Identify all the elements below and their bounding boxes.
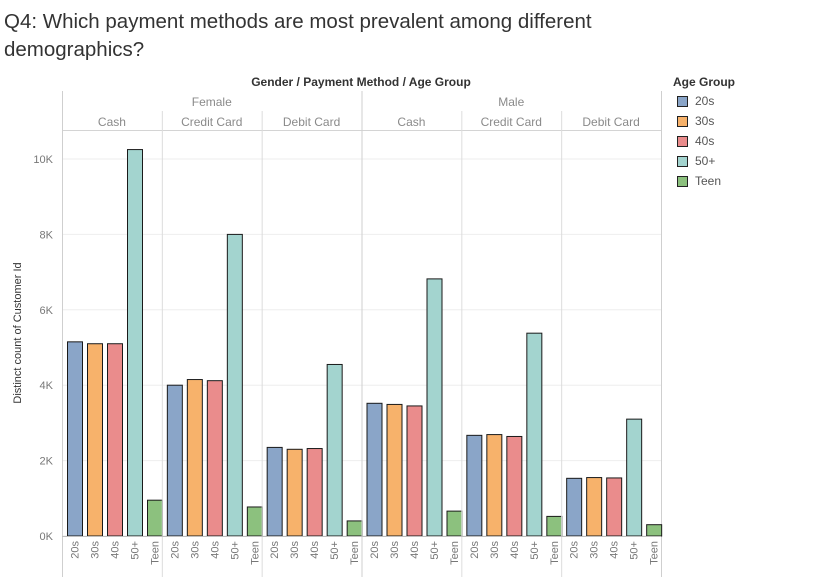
legend-swatch xyxy=(677,95,688,107)
legend-label: 40s xyxy=(695,134,715,148)
x-tick-label: 30s xyxy=(389,541,401,559)
bar-female-debit-card-30s xyxy=(286,448,303,537)
x-tick-label: Teen xyxy=(249,541,261,565)
x-tick-label: 30s xyxy=(489,541,501,559)
bar-female-cash-20s xyxy=(67,341,83,537)
bar-female-cash-50plus xyxy=(127,149,143,537)
legend-title: Age Group xyxy=(673,75,735,89)
legend-item-teen[interactable]: Teen xyxy=(677,173,721,189)
x-tick-label: 30s xyxy=(90,541,102,559)
legend-swatch xyxy=(677,115,688,127)
y-axis-label: Distinct count of Customer Id xyxy=(12,262,24,403)
bar-female-cash-30s xyxy=(87,343,103,537)
method-header: Debit Card xyxy=(283,115,340,129)
x-tick-label: 20s xyxy=(369,541,381,559)
bar-male-cash-teen xyxy=(446,510,463,537)
legend-label: 50+ xyxy=(695,154,716,168)
bar-female-debit-card-50plus xyxy=(326,363,343,537)
method-header: Credit Card xyxy=(181,115,242,129)
x-tick-label: 40s xyxy=(609,541,621,559)
legend-swatch xyxy=(677,135,688,147)
legend-item-30s[interactable]: 30s xyxy=(677,113,714,129)
gender-header: Male xyxy=(498,95,524,109)
bar-female-credit-card-20s xyxy=(166,384,183,537)
y-tick-label: 6K xyxy=(40,305,54,317)
legend-item-40s[interactable]: 40s xyxy=(677,133,714,149)
bar-male-cash-20s xyxy=(366,402,383,537)
y-tick-label: 8K xyxy=(40,229,54,241)
x-tick-label: 20s xyxy=(469,541,481,559)
bar-female-credit-card-30s xyxy=(186,379,203,537)
x-tick-label: 20s xyxy=(70,541,82,559)
y-tick-label: 0K xyxy=(40,531,54,543)
bar-male-debit-card-teen xyxy=(646,524,663,537)
bar-female-credit-card-teen xyxy=(246,506,263,537)
x-tick-label: 40s xyxy=(409,541,421,559)
legend-label: 20s xyxy=(695,94,715,108)
x-tick-label: Teen xyxy=(150,541,162,565)
y-tick-label: 2K xyxy=(40,456,54,468)
x-tick-label: Teen xyxy=(449,541,461,565)
x-tick-label: Teen xyxy=(649,541,661,565)
bar-female-credit-card-40s xyxy=(206,380,223,537)
bar-female-debit-card-40s xyxy=(306,448,323,537)
x-tick-label: 20s xyxy=(569,541,581,559)
legend-label: 30s xyxy=(695,114,715,128)
x-tick-label: 30s xyxy=(289,541,301,559)
bar-male-credit-card-30s xyxy=(486,434,503,537)
method-header: Credit Card xyxy=(481,115,542,129)
method-header: Cash xyxy=(397,115,425,129)
x-tick-label: Teen xyxy=(349,541,361,565)
bar-male-cash-50plus xyxy=(426,278,443,537)
method-header: Debit Card xyxy=(582,115,639,129)
x-tick-label: 20s xyxy=(169,541,181,559)
x-tick-label: 50+ xyxy=(529,541,541,560)
bar-female-debit-card-teen xyxy=(346,520,363,537)
legend-swatch xyxy=(677,155,688,167)
legend-item-50plus[interactable]: 50+ xyxy=(677,153,715,169)
y-tick-label: 10K xyxy=(33,154,53,166)
column-header: Gender / Payment Method / Age Group xyxy=(251,75,471,89)
x-tick-label: 40s xyxy=(509,541,521,559)
x-tick-label: 50+ xyxy=(229,541,241,560)
bar-male-credit-card-50plus xyxy=(526,332,543,537)
bar-male-debit-card-20s xyxy=(566,477,583,537)
bar-male-cash-30s xyxy=(386,403,403,537)
legend-item-20s[interactable]: 20s xyxy=(677,93,714,109)
x-tick-label: 40s xyxy=(209,541,221,559)
bar-female-credit-card-50plus xyxy=(226,233,243,537)
x-tick-label: 50+ xyxy=(629,541,641,560)
gender-header: Female xyxy=(192,95,232,109)
x-tick-label: 40s xyxy=(309,541,321,559)
x-tick-label: 20s xyxy=(269,541,281,559)
bar-male-credit-card-20s xyxy=(466,434,483,537)
legend-swatch xyxy=(677,175,688,187)
bar-male-credit-card-teen xyxy=(546,515,563,537)
x-tick-label: 50+ xyxy=(329,541,341,560)
bar-male-cash-40s xyxy=(406,405,423,537)
bar-female-cash-teen xyxy=(147,499,163,537)
x-tick-label: 30s xyxy=(189,541,201,559)
bar-male-debit-card-30s xyxy=(586,477,603,537)
x-tick-label: 30s xyxy=(589,541,601,559)
x-tick-label: 50+ xyxy=(429,541,441,560)
bar-male-debit-card-40s xyxy=(606,477,623,537)
bar-male-credit-card-40s xyxy=(506,435,523,537)
bar-male-debit-card-50plus xyxy=(626,418,643,537)
page-title: Q4: Which payment methods are most preva… xyxy=(4,10,592,61)
bar-female-debit-card-20s xyxy=(266,446,283,537)
x-tick-label: 40s xyxy=(110,541,122,559)
bar-female-cash-40s xyxy=(107,343,123,537)
x-tick-label: Teen xyxy=(549,541,561,565)
x-tick-label: 50+ xyxy=(130,541,142,560)
y-tick-label: 4K xyxy=(40,380,54,392)
legend-label: Teen xyxy=(695,174,722,188)
method-header: Cash xyxy=(98,115,126,129)
